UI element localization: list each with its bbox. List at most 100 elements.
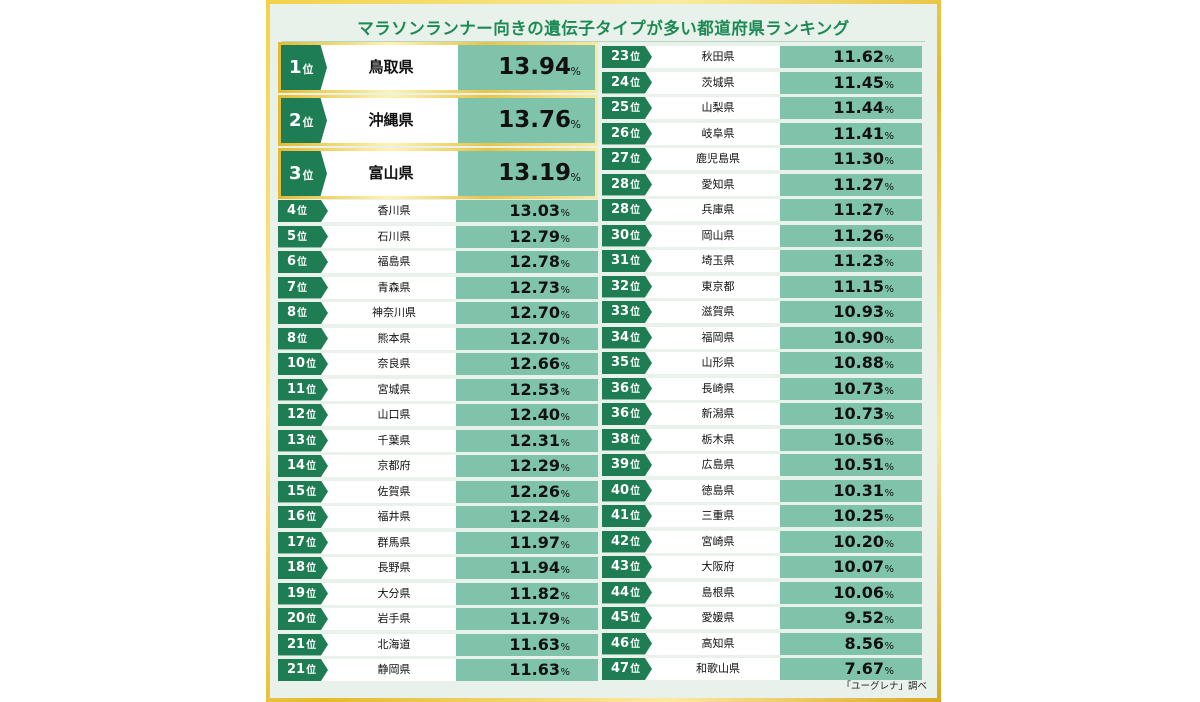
value-cell: 12.29% xyxy=(456,455,598,477)
prefecture-name: 高知県 xyxy=(701,636,735,650)
rank-suffix: 位 xyxy=(630,77,641,89)
rank-number: 30 xyxy=(611,227,630,243)
value-cell: 10.25% xyxy=(780,505,922,527)
source-note: 「ユーグレナ」調べ xyxy=(841,681,927,692)
rank-suffix: 位 xyxy=(306,486,317,498)
value-cell: 12.66% xyxy=(456,353,598,375)
value-cell: 12.73% xyxy=(456,276,598,299)
rank-badge: 21位 xyxy=(278,633,328,656)
ranking-row: 28位 愛知県 11.27% xyxy=(602,173,922,196)
value-unit: % xyxy=(560,463,570,474)
rank-number: 44 xyxy=(611,584,630,600)
rank-badge: 39位 xyxy=(602,454,652,476)
rank-badge: 18位 xyxy=(278,557,328,579)
rank-badge: 36位 xyxy=(602,377,652,400)
value-cell: 7.67% xyxy=(780,658,922,680)
value-cell: 12.31% xyxy=(456,429,598,452)
rank-badge: 21位 xyxy=(278,659,328,681)
value-number: 13.76 xyxy=(498,107,571,133)
value-cell: 13.19% xyxy=(458,151,595,196)
ranking-row: 6位 福島県 12.78% xyxy=(278,251,598,273)
rank-number: 47 xyxy=(611,661,630,676)
value-cell: 11.30% xyxy=(780,148,922,170)
ranking-row: 31位 埼玉県 11.23% xyxy=(602,250,922,272)
value-number: 10.06 xyxy=(833,582,884,602)
rank-suffix: 位 xyxy=(630,460,641,471)
rank-badge: 33位 xyxy=(602,301,652,323)
rank-suffix: 位 xyxy=(630,281,641,293)
prefecture-name: 熊本県 xyxy=(377,331,411,345)
rank-badge: 35位 xyxy=(602,352,652,374)
rank-badge: 8位 xyxy=(278,302,328,324)
top-rank-inner: 2位 沖縄県 13.76% xyxy=(281,98,595,143)
value-cell: 11.45% xyxy=(780,71,922,94)
value-cell: 11.97% xyxy=(456,531,598,554)
rank-badge: 16位 xyxy=(278,506,328,528)
value-cell: 12.78% xyxy=(456,251,598,273)
rank-number: 17 xyxy=(287,534,306,550)
value-cell: 12.70% xyxy=(456,327,598,350)
value-cell: 11.26% xyxy=(780,224,922,247)
prefecture-name: 岩手県 xyxy=(377,612,411,625)
rank-suffix: 位 xyxy=(306,639,317,651)
rank-badge: 6位 xyxy=(278,251,328,273)
rank-number: 2 xyxy=(289,110,302,131)
rank-number: 38 xyxy=(611,431,630,447)
rank-badge: 14位 xyxy=(278,455,328,477)
ranking-row: 8位 神奈川県 12.70% xyxy=(278,302,598,324)
value-cell: 10.93% xyxy=(780,301,922,323)
ranking-row: 20位 岩手県 11.79% xyxy=(278,608,598,630)
ranking-row: 32位 東京都 11.15% xyxy=(602,275,922,298)
prefecture-name: 福岡県 xyxy=(701,330,735,344)
rank-suffix: 位 xyxy=(297,231,308,243)
value-number: 13.94 xyxy=(498,54,571,80)
prefecture-name: 沖縄県 xyxy=(368,111,414,129)
rank-number: 10 xyxy=(287,356,306,371)
rank-number: 26 xyxy=(611,125,630,141)
rank-suffix: 位 xyxy=(630,485,641,497)
rank-number: 14 xyxy=(287,458,306,473)
value-unit: % xyxy=(884,538,894,550)
ranking-row: 30位 岡山県 11.26% xyxy=(602,224,922,247)
top-rank-row: 2位 沖縄県 13.76% xyxy=(278,95,598,146)
prefecture-name: 奈良県 xyxy=(377,357,411,370)
rank-suffix: 位 xyxy=(630,179,641,191)
rank-number: 39 xyxy=(611,457,630,472)
rank-suffix: 位 xyxy=(630,638,641,650)
rank-badge: 4位 xyxy=(278,200,328,222)
value-cell: 11.15% xyxy=(780,275,922,298)
prefecture-name: 徳島県 xyxy=(701,483,735,497)
value-unit: % xyxy=(560,514,570,525)
value-number: 12.78 xyxy=(509,252,560,271)
prefecture-name: 神奈川県 xyxy=(372,306,416,319)
value-cell: 12.24% xyxy=(456,506,598,528)
value-cell: 12.40% xyxy=(456,404,598,426)
value-unit: % xyxy=(560,310,570,321)
rank-badge: 46位 xyxy=(602,632,652,655)
rank-badge: 3位 xyxy=(281,151,327,196)
rank-suffix: 位 xyxy=(630,587,641,599)
rank-number: 32 xyxy=(611,278,630,294)
ranking-row: 34位 福岡県 10.90% xyxy=(602,326,922,349)
rank-suffix: 位 xyxy=(630,256,641,267)
rank-badge: 47位 xyxy=(602,658,652,680)
prefecture-name: 岡山県 xyxy=(701,228,735,242)
ranking-row: 7位 青森県 12.73% xyxy=(278,276,598,299)
rank-suffix: 位 xyxy=(297,206,308,217)
ranking-row: 24位 茨城県 11.45% xyxy=(602,71,922,94)
rank-suffix: 位 xyxy=(302,169,314,182)
rank-number: 31 xyxy=(611,253,630,268)
ranking-row: 40位 徳島県 10.31% xyxy=(602,479,922,502)
ranking-row: 41位 三重県 10.25% xyxy=(602,505,922,527)
value-unit: % xyxy=(560,437,570,449)
ranking-row: 21位 静岡県 11.63% xyxy=(278,659,598,681)
rank-suffix: 位 xyxy=(630,358,641,369)
value-number: 12.40 xyxy=(509,405,560,424)
rank-badge: 45位 xyxy=(602,607,652,629)
rank-suffix: 位 xyxy=(306,461,317,472)
rank-suffix: 位 xyxy=(630,613,641,624)
value-number: 12.66 xyxy=(509,354,560,373)
rank-number: 28 xyxy=(611,202,630,217)
value-unit: % xyxy=(570,171,581,184)
rank-number: 43 xyxy=(611,559,630,574)
